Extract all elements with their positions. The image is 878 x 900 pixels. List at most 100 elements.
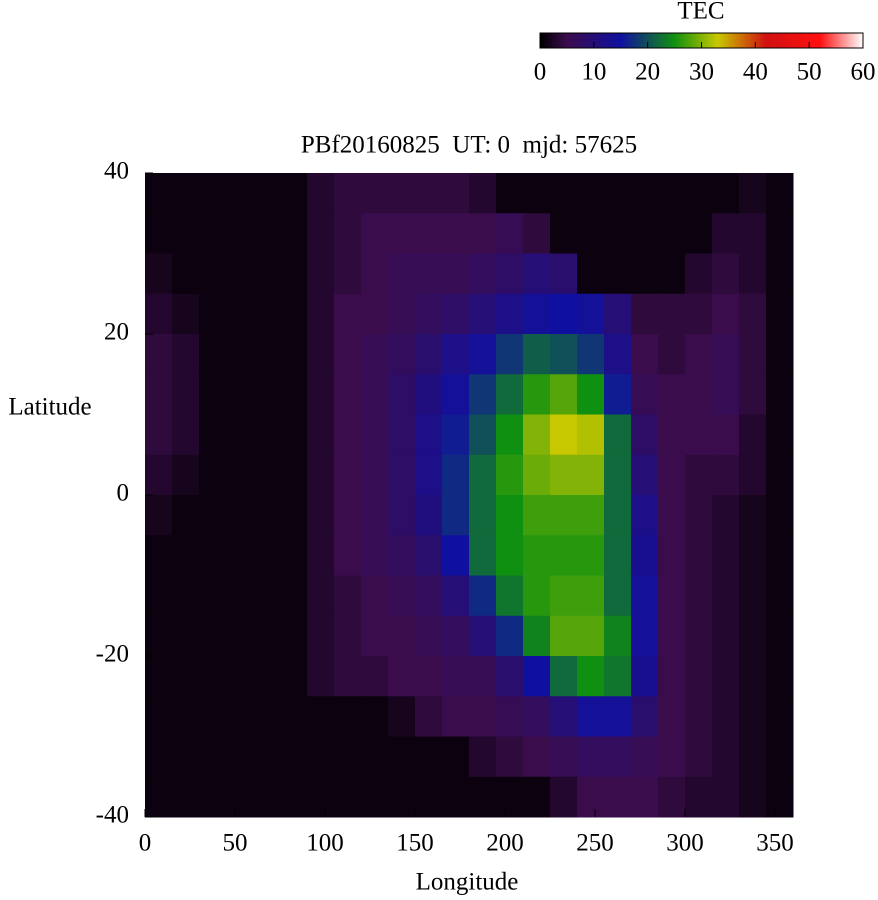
heatmap-cell	[145, 696, 173, 737]
heatmap-cell	[280, 334, 308, 375]
heatmap-cell	[523, 293, 551, 335]
heatmap-cell	[361, 454, 389, 496]
heatmap-cell	[577, 656, 605, 697]
heatmap-cell	[469, 374, 497, 415]
heatmap-cell	[685, 173, 713, 214]
heatmap-cell	[685, 656, 713, 697]
heatmap-cell	[199, 575, 227, 617]
heatmap-cell	[334, 535, 362, 576]
heatmap-cell	[712, 535, 740, 576]
heatmap-cell	[523, 575, 551, 617]
heatmap-cell	[739, 575, 767, 617]
heatmap-cell	[631, 495, 659, 536]
x-tick-label: 150	[396, 830, 434, 857]
heatmap-cell	[739, 454, 767, 496]
heatmap-cell	[712, 173, 740, 214]
heatmap-cell	[712, 213, 740, 254]
heatmap-cell	[307, 293, 335, 335]
heatmap-cell	[469, 293, 497, 335]
heatmap-cell	[361, 334, 389, 375]
heatmap-cell	[604, 293, 632, 335]
heatmap-cell	[172, 293, 200, 335]
x-tick-label: 100	[306, 830, 344, 857]
heatmap-cell	[577, 414, 605, 456]
heatmap-cell	[523, 173, 551, 214]
heatmap-cell	[523, 334, 551, 375]
heatmap-cell	[442, 253, 470, 295]
heatmap-cell	[415, 414, 443, 456]
heatmap-cell	[307, 495, 335, 536]
heatmap-cell	[334, 495, 362, 536]
heatmap-cell	[280, 173, 308, 214]
heatmap-cell	[307, 454, 335, 496]
heatmap-cell	[550, 334, 578, 375]
heatmap-cell	[145, 414, 173, 456]
heatmap-cell	[469, 495, 497, 536]
heatmap-cell	[226, 374, 254, 415]
heatmap-cell	[415, 696, 443, 737]
heatmap-cell	[442, 495, 470, 536]
heatmap-cell	[577, 736, 605, 778]
x-tick-label: 300	[666, 830, 704, 857]
heatmap-cell	[415, 575, 443, 617]
heatmap-cell	[550, 696, 578, 737]
heatmap-cell	[145, 213, 173, 254]
heatmap-cell	[334, 334, 362, 375]
heatmap-cell	[361, 656, 389, 697]
heatmap-cell	[712, 334, 740, 375]
heatmap-cell	[145, 615, 173, 657]
heatmap-cell	[361, 696, 389, 737]
heatmap-cell	[253, 776, 281, 818]
heatmap-cell	[388, 736, 416, 778]
heatmap-cell	[253, 696, 281, 737]
heatmap-cell	[604, 656, 632, 697]
heatmap-cell	[523, 454, 551, 496]
heatmap-cell	[766, 495, 794, 536]
heatmap-cell	[199, 736, 227, 778]
colorbar-tick-label: 10	[581, 59, 606, 86]
heatmap-cell	[604, 213, 632, 254]
heatmap-cell	[469, 776, 497, 818]
heatmap-cell	[199, 535, 227, 576]
heatmap-cell	[631, 575, 659, 617]
heatmap-cell	[199, 253, 227, 295]
heatmap-cell	[766, 414, 794, 456]
heatmap-cell	[415, 776, 443, 818]
heatmap-cell	[145, 575, 173, 617]
heatmap-cell	[415, 213, 443, 254]
heatmap-cell	[361, 495, 389, 536]
heatmap-cell	[658, 414, 686, 456]
heatmap-cell	[226, 495, 254, 536]
heatmap-cell	[712, 656, 740, 697]
heatmap-cell	[469, 414, 497, 456]
heatmap-cell	[172, 213, 200, 254]
heatmap-cell	[307, 736, 335, 778]
heatmap-cell	[496, 776, 524, 818]
heatmap-cell	[280, 776, 308, 818]
heatmap-cell	[631, 776, 659, 818]
heatmap-cell	[388, 374, 416, 415]
heatmap-cell	[712, 696, 740, 737]
x-tick-label: 250	[576, 830, 614, 857]
heatmap-cell	[172, 253, 200, 295]
heatmap-cell	[361, 615, 389, 657]
heatmap-cell	[685, 575, 713, 617]
heatmap-cell	[604, 575, 632, 617]
heatmap-cell	[145, 495, 173, 536]
heatmap-cell	[199, 495, 227, 536]
heatmap-cell	[145, 776, 173, 818]
heatmap-cell	[280, 414, 308, 456]
heatmap-cell	[442, 414, 470, 456]
heatmap-cell	[739, 293, 767, 335]
heatmap-cell	[280, 213, 308, 254]
x-tick-label: 50	[223, 830, 248, 857]
x-axis-label: Longitude	[416, 869, 519, 896]
heatmap-cell	[550, 736, 578, 778]
heatmap-cell	[496, 495, 524, 536]
heatmap-cell	[172, 656, 200, 697]
heatmap-cell	[496, 535, 524, 576]
heatmap-cell	[739, 334, 767, 375]
heatmap-cell	[712, 454, 740, 496]
heatmap-cell	[685, 495, 713, 536]
heatmap-cell	[712, 776, 740, 818]
